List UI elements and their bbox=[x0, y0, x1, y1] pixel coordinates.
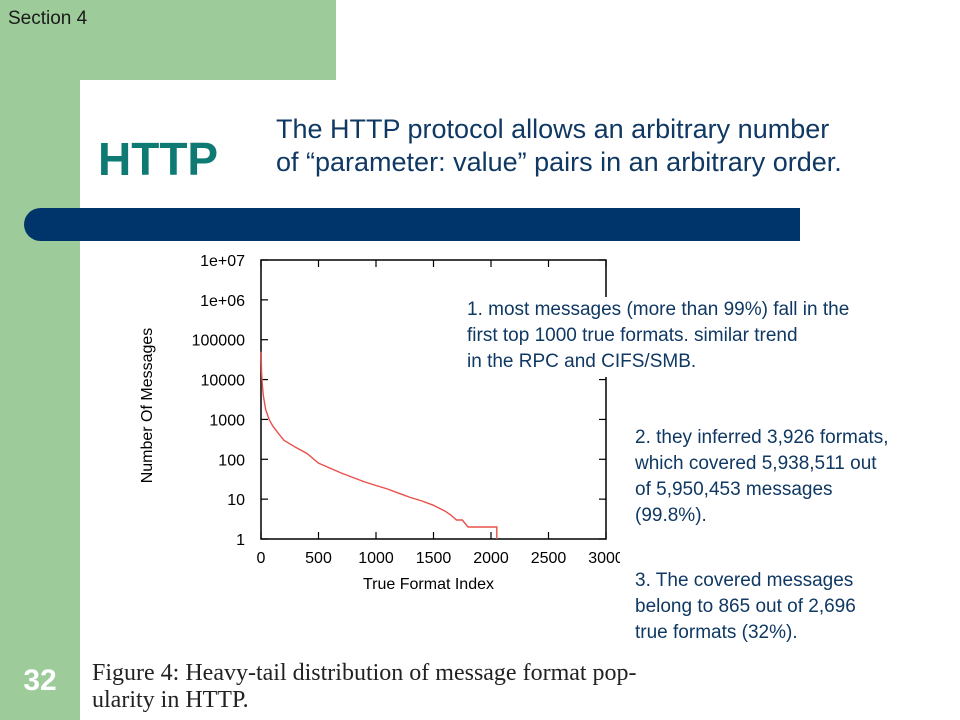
y-tick-label: 1e+06 bbox=[200, 293, 245, 310]
x-tick-label: 500 bbox=[305, 550, 332, 567]
header-line-2: of “parameter: value” pairs in an arbitr… bbox=[276, 147, 842, 177]
page-title: HTTP bbox=[98, 133, 219, 185]
note-2-line-1: 2. they inferred 3,926 formats, bbox=[635, 427, 889, 448]
note-1-line-1: 1. most messages (more than 99%) fall in… bbox=[467, 299, 850, 320]
note-1-line-2: first top 1000 true formats. similar tre… bbox=[467, 325, 798, 346]
note-3-line-2: belong to 865 out of 2,696 bbox=[635, 596, 856, 617]
y-tick-label: 1000 bbox=[209, 412, 245, 429]
x-tick-label: 1000 bbox=[358, 550, 394, 567]
caption-line-1: Figure 4: Heavy-tail distribution of mes… bbox=[92, 660, 637, 686]
section-label: Section 4 bbox=[8, 8, 88, 29]
note-2-line-3: of 5,950,453 messages bbox=[635, 479, 833, 500]
y-tick-label: 10000 bbox=[201, 373, 246, 390]
figure-caption: Figure 4: Heavy-tail distribution of mes… bbox=[92, 660, 692, 714]
note-3-line-3: true formats (32%). bbox=[635, 622, 798, 643]
caption-line-2: ularity in HTTP. bbox=[92, 687, 249, 713]
note-2-line-4: (99.8%). bbox=[635, 505, 707, 526]
x-tick-label: 3000 bbox=[588, 550, 620, 567]
y-tick-label: 100 bbox=[218, 452, 245, 469]
slide-number: 32 bbox=[23, 664, 57, 697]
note-2-line-2: which covered 5,938,511 out bbox=[635, 453, 877, 474]
green-side-band bbox=[0, 0, 80, 720]
y-tick-label: 100000 bbox=[192, 333, 245, 350]
y-tick-label: 1 bbox=[236, 532, 245, 549]
note-1: 1. most messages (more than 99%) fall in… bbox=[467, 297, 854, 377]
y-tick-label: 1e+07 bbox=[200, 253, 245, 270]
x-tick-label: 1500 bbox=[416, 550, 452, 567]
x-tick-label: 2500 bbox=[531, 550, 567, 567]
x-tick-label: 0 bbox=[257, 550, 266, 567]
format-popularity-chart: 0 500 1000 1500 2000 2500 3000 1e+07 1e+06 100000… bbox=[139, 253, 620, 593]
note-2: 2. they inferred 3,926 formats, which co… bbox=[635, 425, 888, 529]
y-tick-label: 10 bbox=[227, 492, 245, 509]
y-axis-label: Number Of Messages bbox=[139, 328, 156, 484]
x-axis-label: True Format Index bbox=[363, 576, 494, 593]
note-1-line-3: in the RPC and CIFS/SMB. bbox=[467, 351, 697, 372]
note-3: 3. The covered messages belong to 865 ou… bbox=[635, 568, 856, 646]
header-text: The HTTP protocol allows an arbitrary nu… bbox=[276, 113, 956, 179]
header-line-1: The HTTP protocol allows an arbitrary nu… bbox=[276, 114, 830, 144]
series-line-0 bbox=[260, 351, 498, 539]
content-panel bbox=[80, 80, 960, 720]
note-3-line-1: 3. The covered messages bbox=[635, 570, 854, 591]
x-tick-label: 2000 bbox=[473, 550, 509, 567]
title-divider-bar bbox=[24, 208, 800, 241]
